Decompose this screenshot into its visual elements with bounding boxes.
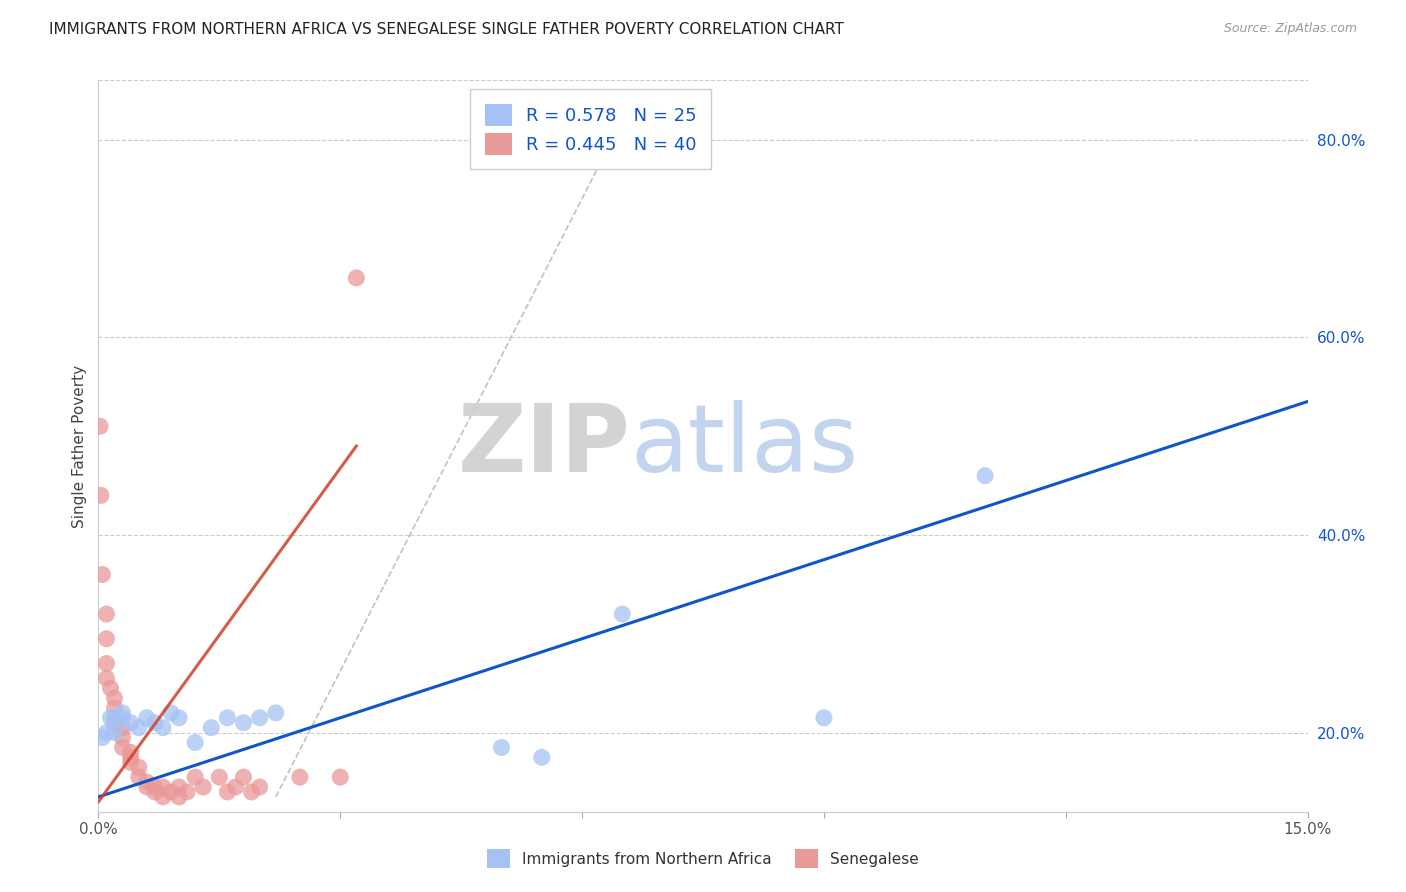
Point: [100, 681, 122, 695]
Point: [103, 725, 125, 739]
Point: [96, 671, 118, 685]
Point: [103, 715, 125, 730]
Point: [530, 750, 553, 764]
Text: Source: ZipAtlas.com: Source: ZipAtlas.com: [1223, 22, 1357, 36]
Point: [96, 632, 118, 646]
Point: [120, 746, 142, 760]
Point: [974, 468, 997, 483]
Point: [91, 731, 114, 745]
Point: [89, 419, 111, 434]
Point: [184, 770, 207, 784]
Point: [152, 789, 174, 804]
Point: [264, 706, 287, 720]
Point: [176, 785, 198, 799]
Point: [135, 780, 157, 794]
Point: [103, 711, 125, 725]
Point: [200, 721, 222, 735]
Point: [111, 740, 134, 755]
Point: [344, 271, 367, 285]
Point: [232, 770, 254, 784]
Point: [217, 711, 239, 725]
Point: [143, 715, 166, 730]
Point: [120, 715, 142, 730]
Point: [232, 715, 254, 730]
Point: [96, 725, 118, 739]
Point: [224, 780, 246, 794]
Point: [91, 567, 114, 582]
Point: [491, 740, 513, 755]
Point: [143, 785, 166, 799]
Legend: Immigrants from Northern Africa, Senegalese: Immigrants from Northern Africa, Senegal…: [479, 841, 927, 875]
Point: [184, 735, 207, 749]
Point: [167, 711, 190, 725]
Point: [135, 711, 157, 725]
Point: [128, 770, 150, 784]
Point: [813, 711, 835, 725]
Point: [249, 711, 271, 725]
Point: [167, 789, 190, 804]
Point: [288, 770, 311, 784]
Point: [111, 706, 134, 720]
Point: [96, 657, 118, 671]
Y-axis label: Single Father Poverty: Single Father Poverty: [72, 365, 87, 527]
Point: [111, 731, 134, 745]
Point: [103, 691, 125, 706]
Point: [111, 711, 134, 725]
Point: [249, 780, 271, 794]
Point: [135, 775, 157, 789]
Point: [612, 607, 634, 621]
Point: [96, 607, 118, 621]
Point: [329, 770, 352, 784]
Point: [208, 770, 231, 784]
Point: [240, 785, 263, 799]
Point: [217, 785, 239, 799]
Legend: R = 0.578   N = 25, R = 0.445   N = 40: R = 0.578 N = 25, R = 0.445 N = 40: [470, 89, 711, 169]
Point: [128, 760, 150, 774]
Text: IMMIGRANTS FROM NORTHERN AFRICA VS SENEGALESE SINGLE FATHER POVERTY CORRELATION : IMMIGRANTS FROM NORTHERN AFRICA VS SENEG…: [49, 22, 844, 37]
Text: ZIP: ZIP: [457, 400, 630, 492]
Point: [152, 721, 174, 735]
Point: [167, 780, 190, 794]
Point: [100, 711, 122, 725]
Point: [128, 721, 150, 735]
Point: [90, 488, 112, 502]
Point: [103, 701, 125, 715]
Point: [111, 721, 134, 735]
Point: [160, 706, 183, 720]
Point: [152, 780, 174, 794]
Point: [120, 756, 142, 770]
Point: [120, 750, 142, 764]
Point: [143, 780, 166, 794]
Point: [193, 780, 215, 794]
Text: atlas: atlas: [630, 400, 859, 492]
Point: [160, 785, 183, 799]
